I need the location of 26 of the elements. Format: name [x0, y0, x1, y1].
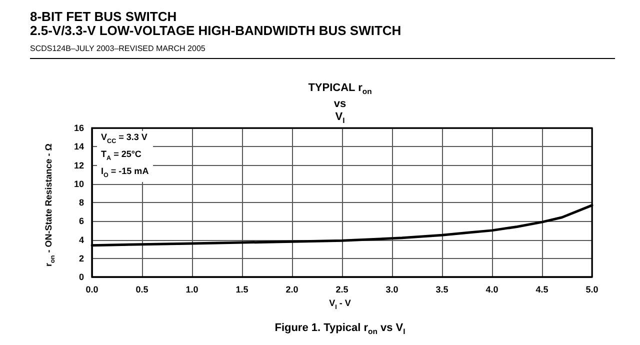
chart-subtitle: 8-BIT FET BUS SWITCH 2.5-V/3.3-V LOW-VOLTAGE HIGH-BANDWIDTH BUS SWITCH — [30, 9, 402, 38]
y-tick-label: 16 — [74, 123, 84, 133]
caption: Figure 1. Typical r$_{on}$ vs V$_{I}$ — [274, 322, 406, 336]
y-tick-label: 6 — [78, 216, 84, 226]
x-tick-label: 5.0 — [586, 284, 598, 294]
y-tick-label: 0 — [78, 272, 84, 282]
x-tick-label: 1.5 — [236, 284, 248, 294]
x-tick-label: 2.5 — [336, 284, 348, 294]
y-tick-label: 14 — [74, 142, 84, 152]
text: SCDS124B–JULY 2003–REVISED MARCH 2005 — [30, 44, 206, 53]
x-tick-label: 0.0 — [86, 284, 98, 294]
x-tick-label: 3.0 — [386, 284, 398, 294]
x-tick-label: 4.5 — [536, 284, 548, 294]
text: V$_{CC}$ = 3.3 V T$_{A}$ = 25°C I$_{O}$ = -15 mA — [101, 132, 149, 178]
x-tick-label: 1.0 — [186, 284, 198, 294]
x-tick-label: 2.0 — [286, 284, 298, 294]
x-tick-label: 4.0 — [486, 284, 498, 294]
y-tick-label: 2 — [78, 253, 84, 264]
y-tick-label: 10 — [74, 178, 84, 189]
y-tick-label: 12 — [74, 160, 84, 170]
x-tick-label: 0.5 — [136, 284, 148, 294]
y-tick-label: 8 — [78, 198, 84, 208]
y-tick-label: 4 — [78, 234, 84, 245]
x-tick-label: 3.5 — [436, 284, 448, 294]
chart-title: TYPICAL r$_{on}$ vs V$_{I}$ — [308, 82, 372, 126]
x-axis-title: V$_{I}$ - V — [329, 298, 351, 311]
